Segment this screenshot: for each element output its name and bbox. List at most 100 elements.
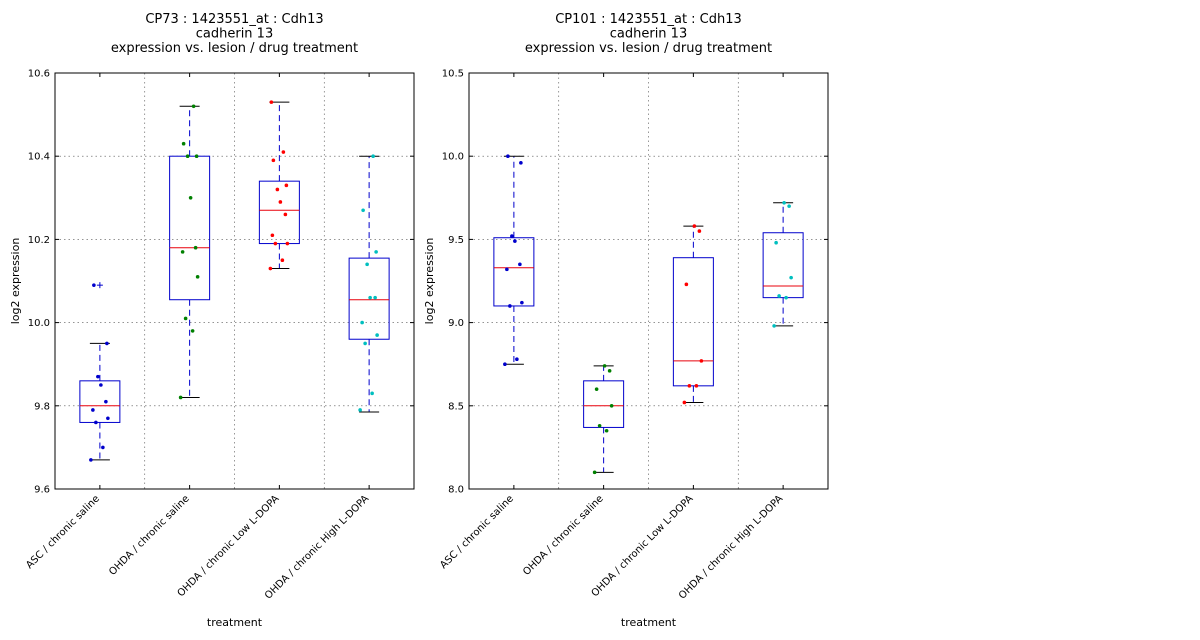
x-axis-label: treatment xyxy=(621,616,677,629)
data-point xyxy=(774,240,778,245)
data-point xyxy=(602,364,607,368)
data-point xyxy=(787,204,791,208)
data-point xyxy=(361,208,365,213)
data-point xyxy=(275,187,280,192)
data-point xyxy=(375,333,379,337)
data-point xyxy=(365,262,369,267)
data-point xyxy=(358,408,362,412)
y-tick-label: 8.0 xyxy=(448,485,464,496)
chart-title-line: CP73 : 1423551_at : Cdh13 xyxy=(145,12,323,27)
data-point xyxy=(592,470,597,475)
data-point xyxy=(273,241,278,246)
box-group-3 xyxy=(672,224,714,405)
x-axis-label: treatment xyxy=(207,616,263,629)
data-point xyxy=(594,387,599,391)
data-point xyxy=(687,384,692,388)
data-point xyxy=(178,395,183,400)
y-axis-label: log2 expression xyxy=(9,238,22,325)
data-point xyxy=(106,416,110,421)
box xyxy=(348,257,390,340)
data-point xyxy=(597,423,602,428)
data-point xyxy=(105,341,109,346)
data-point xyxy=(789,275,793,280)
data-point xyxy=(285,241,290,246)
data-point xyxy=(682,400,687,405)
data-point xyxy=(89,458,93,462)
x-tick-label: OHDA / chronic High L-DOPA xyxy=(263,493,371,601)
data-point xyxy=(188,196,193,200)
data-point xyxy=(104,399,108,404)
data-point xyxy=(684,282,689,287)
box xyxy=(762,232,804,299)
box-group-2 xyxy=(169,104,211,400)
x-tick-label: OHDA / chronic saline xyxy=(521,493,606,578)
data-point xyxy=(518,262,522,267)
y-tick-label: 10.2 xyxy=(28,235,50,246)
chart-title-line: expression vs. lesion / drug treatment xyxy=(525,41,772,56)
y-axis-label: log2 expression xyxy=(423,238,436,325)
chart-title-line: expression vs. lesion / drug treatment xyxy=(111,41,358,56)
data-point xyxy=(185,154,190,158)
data-point xyxy=(692,224,697,228)
y-tick-label: 10.4 xyxy=(28,152,50,163)
data-point xyxy=(515,357,519,362)
data-point xyxy=(94,420,98,425)
x-tick-label: OHDA / chronic High L-DOPA xyxy=(677,493,785,601)
data-point xyxy=(506,154,510,158)
data-point xyxy=(508,304,512,308)
box-group-3 xyxy=(258,100,300,271)
data-point xyxy=(373,295,377,300)
y-tick-label: 9.6 xyxy=(34,485,50,496)
box xyxy=(258,180,300,245)
plot-frame xyxy=(468,72,829,490)
data-point xyxy=(99,383,103,387)
data-point xyxy=(777,294,781,298)
data-point xyxy=(269,100,274,104)
data-point xyxy=(281,150,286,154)
data-point xyxy=(784,295,788,300)
data-point xyxy=(609,404,614,408)
data-point xyxy=(280,258,285,263)
data-point xyxy=(91,408,95,412)
data-point xyxy=(180,250,185,254)
y-tick-label: 9.5 xyxy=(448,235,464,246)
box-group-1 xyxy=(493,154,535,367)
data-point xyxy=(374,250,378,254)
data-point xyxy=(520,300,524,305)
chart-title-line: cadherin 13 xyxy=(196,27,273,42)
data-point xyxy=(270,233,275,238)
data-point xyxy=(195,275,200,279)
y-tick-label: 8.5 xyxy=(448,401,464,412)
data-point xyxy=(699,359,704,363)
box-group-4 xyxy=(762,200,804,328)
data-point xyxy=(193,245,198,250)
data-point xyxy=(368,295,372,300)
data-point xyxy=(694,384,699,388)
data-point xyxy=(268,266,273,271)
box-group-2 xyxy=(583,364,625,475)
y-tick-label: 10.6 xyxy=(28,69,50,80)
data-point xyxy=(194,154,199,158)
y-tick-label: 10.0 xyxy=(442,152,464,163)
box xyxy=(583,380,625,428)
x-tick-label: ASC / chronic saline xyxy=(24,493,102,571)
y-tick-label: 9.8 xyxy=(34,401,50,412)
data-point xyxy=(283,212,288,217)
data-point xyxy=(96,374,100,379)
data-point xyxy=(92,283,96,287)
data-point xyxy=(190,329,195,333)
data-point xyxy=(101,445,105,450)
data-point xyxy=(697,229,702,233)
box xyxy=(493,237,535,307)
y-tick-label: 10.0 xyxy=(28,318,50,329)
x-tick-label: OHDA / chronic Low L-DOPA xyxy=(176,493,282,599)
data-point xyxy=(363,341,367,346)
data-point xyxy=(772,324,776,328)
box xyxy=(79,380,121,423)
data-point xyxy=(782,200,786,205)
data-point xyxy=(284,183,289,188)
data-point xyxy=(271,158,276,163)
